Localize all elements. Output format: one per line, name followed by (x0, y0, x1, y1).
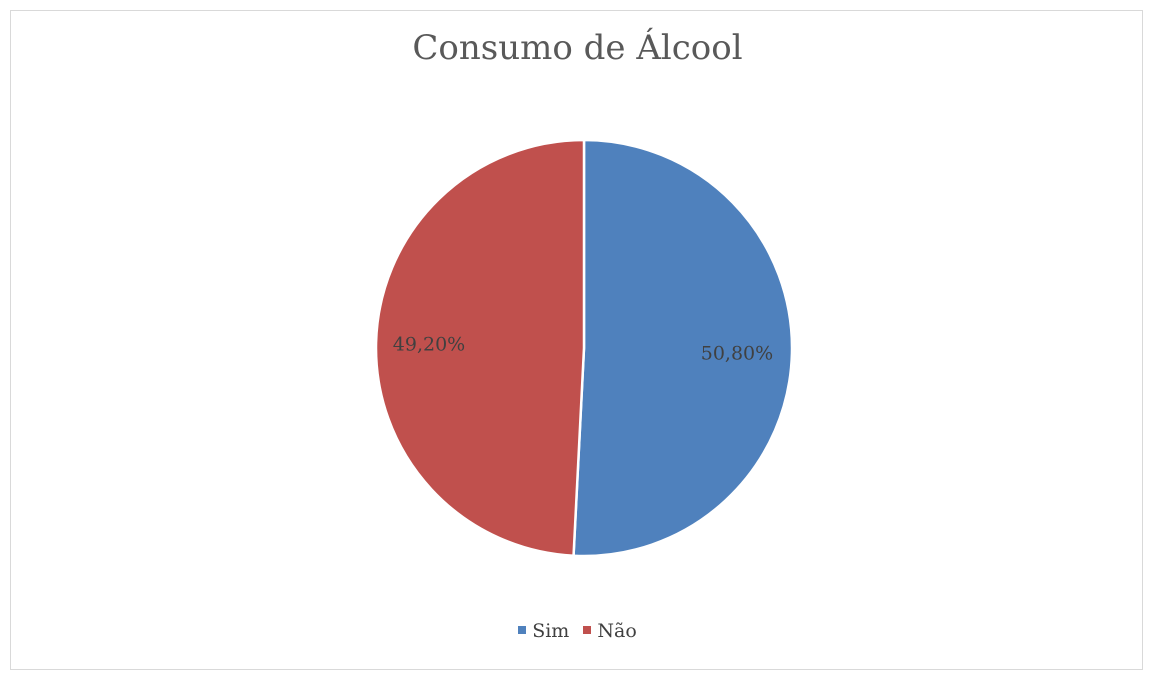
legend-item-sim: Sim (518, 620, 569, 642)
legend-swatch-sim (518, 626, 527, 634)
legend-label-nao: Não (597, 620, 637, 642)
data-label-sim: 50,80% (701, 343, 773, 365)
legend: Sim Não (0, 620, 1155, 642)
legend-item-nao: Não (583, 620, 637, 642)
pie-slice-nao (374, 138, 586, 557)
data-label-nao: 49,20% (393, 333, 465, 355)
chart-title: Consumo de Álcool (412, 28, 743, 68)
pie-slice-sim (572, 138, 794, 558)
legend-swatch-nao (583, 626, 592, 634)
legend-label-sim: Sim (532, 620, 570, 642)
